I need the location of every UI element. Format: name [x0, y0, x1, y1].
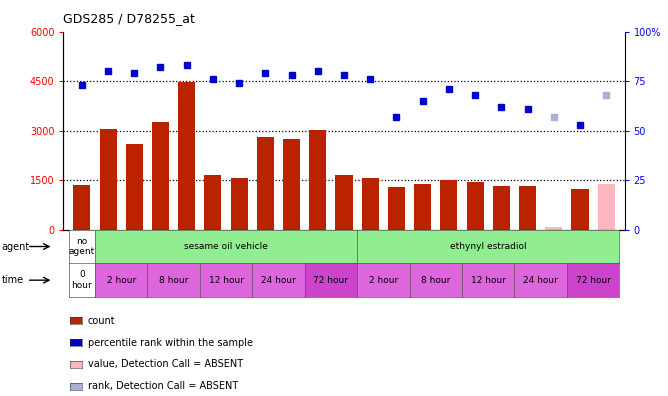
Bar	[598, 184, 615, 230]
Text: 8 hour: 8 hour	[421, 276, 450, 285]
Bar	[230, 178, 248, 230]
Text: 12 hour: 12 hour	[208, 276, 244, 285]
Bar	[73, 185, 90, 230]
Bar	[309, 129, 327, 230]
Text: sesame oil vehicle: sesame oil vehicle	[184, 242, 268, 251]
Bar	[178, 82, 195, 230]
Bar	[493, 187, 510, 230]
Bar	[100, 129, 116, 230]
Text: 24 hour: 24 hour	[523, 276, 558, 285]
Text: GDS285 / D78255_at: GDS285 / D78255_at	[63, 12, 195, 25]
Bar	[572, 189, 589, 230]
Bar	[335, 175, 353, 230]
Text: rank, Detection Call = ABSENT: rank, Detection Call = ABSENT	[88, 381, 238, 391]
Text: value, Detection Call = ABSENT: value, Detection Call = ABSENT	[88, 359, 242, 369]
Bar	[545, 227, 562, 230]
Bar	[126, 144, 143, 230]
Text: time: time	[1, 275, 23, 285]
Text: 2 hour: 2 hour	[369, 276, 398, 285]
Text: 24 hour: 24 hour	[261, 276, 296, 285]
Bar	[361, 178, 379, 230]
Bar	[440, 180, 458, 230]
Text: 0
hour: 0 hour	[71, 270, 92, 290]
Text: no
agent: no agent	[69, 237, 95, 256]
Text: agent: agent	[1, 242, 29, 251]
Text: 12 hour: 12 hour	[471, 276, 506, 285]
Text: 2 hour: 2 hour	[106, 276, 136, 285]
Bar	[519, 187, 536, 230]
Bar	[414, 184, 432, 230]
Text: count: count	[88, 316, 115, 326]
Bar	[467, 182, 484, 230]
Bar	[204, 175, 221, 230]
Text: ethynyl estradiol: ethynyl estradiol	[450, 242, 526, 251]
Bar	[152, 122, 169, 230]
Text: 8 hour: 8 hour	[159, 276, 188, 285]
Bar	[388, 187, 405, 230]
Text: 72 hour: 72 hour	[313, 276, 349, 285]
Bar	[257, 137, 274, 230]
Text: 72 hour: 72 hour	[576, 276, 611, 285]
Bar	[283, 139, 300, 230]
Text: percentile rank within the sample: percentile rank within the sample	[88, 337, 253, 348]
